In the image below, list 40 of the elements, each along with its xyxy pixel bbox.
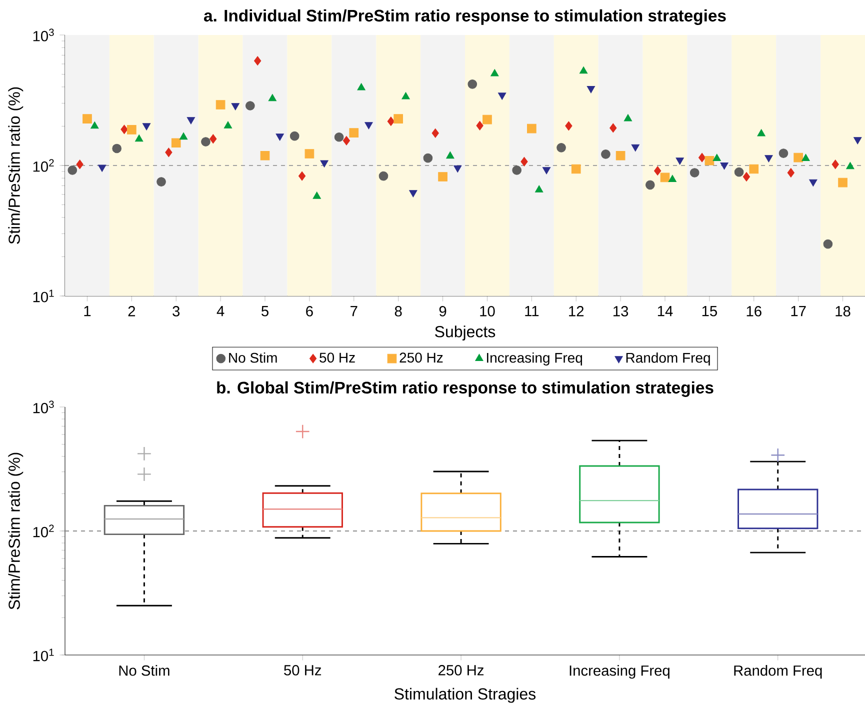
y-tick-label: 10$^{2}$ <box>33 524 54 538</box>
x-tick-label: 4 <box>216 306 224 316</box>
x-tick-label: 16 <box>746 306 762 316</box>
x-tick-label: 50 Hz <box>284 665 322 676</box>
x-tick-label: 5 <box>262 306 268 316</box>
x-tick-label: 9 <box>439 306 446 316</box>
x-tick-label: 10 <box>480 306 495 316</box>
x-tick-label: 18 <box>836 306 850 316</box>
legend-label: 50 Hz <box>320 352 355 363</box>
y-tick-label: 10$^{2}$ <box>33 159 54 172</box>
legend-label: Increasing Freq <box>486 352 582 366</box>
y-tick-label: 10$^{3}$ <box>33 28 54 42</box>
chart-title: a. Individual Stim/PreStim ratio response to stimulation strategies <box>204 9 726 25</box>
x-axis-title: Subjects <box>435 326 496 340</box>
y-axis-title: Stim/PreStim ratio (%) <box>8 452 24 610</box>
x-tick-label: 6 <box>306 306 313 316</box>
x-tick-label: 14 <box>658 306 673 316</box>
y-tick-label: 10$^{1}$ <box>33 648 54 662</box>
x-tick-label: 7 <box>350 306 358 316</box>
x-axis-title: Stimulation Stragies <box>394 688 536 703</box>
y-axis-title: Stim/PreStim ratio (%) <box>8 87 24 244</box>
x-tick-label: 12 <box>569 306 584 316</box>
y-tick-label: 10$^{3}$ <box>33 400 54 414</box>
x-tick-label: 17 <box>791 306 806 316</box>
legend-label: 250 Hz <box>400 352 443 363</box>
legend-label: Random Freq <box>626 352 710 366</box>
x-tick-label: 2 <box>128 306 136 316</box>
legend-label: No Stim <box>229 352 277 363</box>
x-tick-label: Random Freq <box>734 665 822 679</box>
x-tick-label: 1 <box>84 306 91 316</box>
x-tick-label: 3 <box>172 306 180 316</box>
x-tick-label: 15 <box>702 306 717 316</box>
x-tick-label: No Stim <box>119 665 170 676</box>
y-tick-label: 10$^{1}$ <box>33 290 54 302</box>
x-tick-label: 11 <box>525 306 539 316</box>
x-tick-label: 13 <box>614 306 628 316</box>
x-tick-label: 8 <box>394 306 402 316</box>
chart-title: b. Global Stim/PreStim ratio response to stimulation strategies <box>217 381 714 397</box>
x-tick-label: 250 Hz <box>438 665 484 676</box>
x-tick-label: Increasing Freq <box>570 665 670 679</box>
